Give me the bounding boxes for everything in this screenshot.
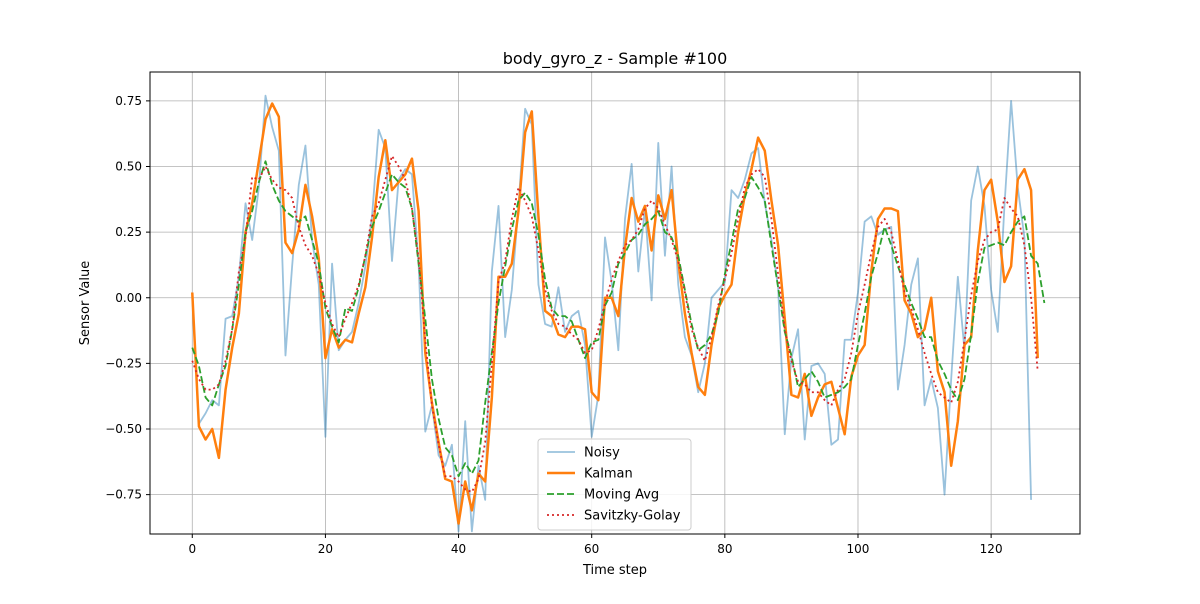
legend-label-noisy: Noisy (584, 446, 620, 461)
y-tick-label: 0.00 (115, 291, 142, 305)
x-tick-label: 20 (318, 542, 333, 556)
x-tick-label: 120 (980, 542, 1003, 556)
y-tick-label: −0.75 (105, 488, 142, 502)
series-line-kalman (191, 102, 1039, 525)
y-tick-label: 0.50 (115, 160, 142, 174)
axis-ticks: 0 20 40 60 80 100 120 −0.75 −0.50 −0.25 0.00 0.25 0.… (105, 94, 1002, 556)
y-tick-label: 0.25 (115, 225, 142, 239)
series-line-moving-avg (191, 160, 1046, 478)
legend-label-savitzky-golay: Savitzky-Golay (584, 509, 681, 524)
y-tick-label: −0.50 (105, 422, 142, 436)
x-tick-label: 0 (188, 542, 196, 556)
series-line-savitzky-golay (191, 155, 1039, 493)
y-axis-label: Sensor Value (78, 261, 93, 345)
plot-frame (149, 71, 1081, 535)
legend: Noisy Kalman Moving Avg Savitzky-Golay (537, 438, 692, 531)
y-tick-label: −0.25 (105, 356, 142, 370)
series-layer (191, 94, 1046, 533)
x-tick-label: 60 (584, 542, 599, 556)
chart-title: body_gyro_z - Sample #100 (503, 49, 728, 69)
x-tick-label: 100 (847, 542, 870, 556)
x-tick-label: 40 (451, 542, 466, 556)
legend-box (537, 438, 692, 531)
grid (150, 72, 1080, 534)
x-axis-label: Time step (582, 563, 647, 578)
x-tick-label: 80 (717, 542, 732, 556)
legend-label-moving-avg: Moving Avg (584, 488, 659, 503)
legend-label-kalman: Kalman (584, 467, 633, 482)
y-tick-label: 0.75 (115, 94, 142, 108)
